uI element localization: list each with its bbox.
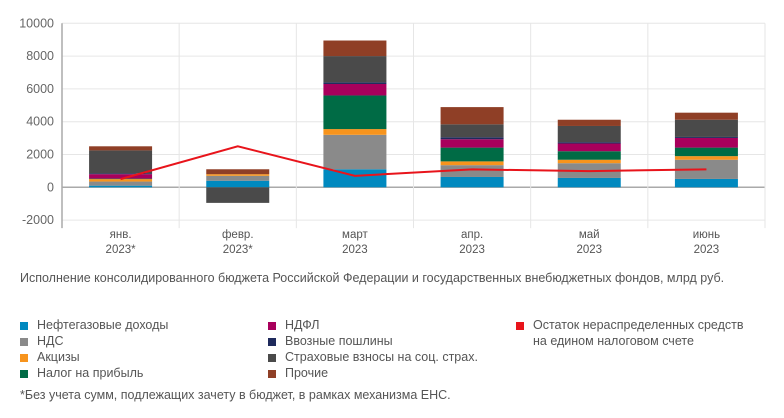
bar-segment xyxy=(323,56,387,83)
x-tick-label: 2023 xyxy=(576,244,602,256)
bar-segment xyxy=(206,187,270,203)
legend-swatch xyxy=(268,354,276,362)
x-tick-label: июнь xyxy=(693,229,720,241)
bar-segment xyxy=(557,159,621,164)
y-tick-label: -2000 xyxy=(22,213,54,227)
bar-segment xyxy=(89,179,153,182)
x-tick-label: март xyxy=(342,229,368,241)
y-tick-label: 10000 xyxy=(19,16,54,30)
bar-segment xyxy=(206,174,270,176)
bar-segment xyxy=(89,146,153,151)
bar-segment xyxy=(674,178,738,188)
legend-label: НДФЛ xyxy=(285,318,320,332)
x-tick-label: 2023* xyxy=(223,244,254,256)
bar-segment xyxy=(674,112,738,120)
bar-segment xyxy=(440,137,504,140)
bar-segment xyxy=(206,180,270,188)
y-tick-label: 4000 xyxy=(26,115,54,129)
bar-segment xyxy=(323,169,387,188)
y-tick-label: 6000 xyxy=(26,82,54,96)
line-series xyxy=(120,145,707,181)
x-tick-label: февр. xyxy=(222,229,254,241)
bar-segment xyxy=(440,124,504,138)
legend-swatch xyxy=(20,338,28,346)
legend-item: Страховые взносы на соц. страх. xyxy=(268,350,478,366)
bar-segment xyxy=(323,83,387,96)
bar-segment xyxy=(674,136,738,138)
bar-segment xyxy=(89,173,153,175)
legend-label: Страховые взносы на соц. страх. xyxy=(285,350,478,364)
bar-segment xyxy=(440,165,504,177)
bar-segment xyxy=(557,125,621,143)
x-tick-label: 2023 xyxy=(459,244,485,256)
bar-segment xyxy=(206,169,270,175)
y-tick-label: 2000 xyxy=(26,148,54,162)
bar-segment xyxy=(557,143,621,152)
x-tick-label: апр. xyxy=(461,229,483,241)
legend-item: Ввозные пошлины xyxy=(268,334,478,350)
legend-col-1: Нефтегазовые доходы НДС Акцизы Налог на … xyxy=(20,318,168,382)
bar-segment xyxy=(440,147,504,162)
footnote: *Без учета сумм, подлежащих зачету в бюд… xyxy=(20,388,451,402)
x-tick-label: май xyxy=(579,229,600,241)
bar-segment xyxy=(674,137,738,148)
y-tick-label: 8000 xyxy=(26,49,54,63)
legend-item: Прочие xyxy=(268,366,478,382)
bar-segment xyxy=(674,147,738,157)
bar-segment xyxy=(440,107,504,125)
legend-col-2: НДФЛ Ввозные пошлины Страховые взносы на… xyxy=(268,318,478,382)
legend-label: Ввозные пошлины xyxy=(285,334,393,348)
chart-title: Исполнение консолидированного бюджета Ро… xyxy=(20,271,725,285)
bar-segment xyxy=(89,174,153,179)
legend-item-cont: на едином налоговом счете xyxy=(516,334,744,350)
x-tick-label: 2023 xyxy=(342,244,368,256)
legend-swatch xyxy=(516,322,524,330)
bar-segment xyxy=(557,151,621,160)
legend-swatch xyxy=(20,354,28,362)
legend-swatch xyxy=(268,322,276,330)
legend-swatch xyxy=(268,370,276,378)
legend-item: Нефтегазовые доходы xyxy=(20,318,168,334)
bar-segment xyxy=(89,181,153,186)
bar-segment xyxy=(323,40,387,57)
bar-segment xyxy=(440,176,504,188)
legend-label: Остаток нераспределенных средств xyxy=(533,318,744,332)
legend-swatch xyxy=(268,338,276,346)
chart: -2000 0 2000 4000 6000 8000 10000 янв. 2023* февр… xyxy=(19,16,766,256)
legend-label: Налог на прибыль xyxy=(37,366,144,380)
bar-segment xyxy=(323,134,387,170)
bar-segment xyxy=(674,156,738,160)
x-tick-label: янв. xyxy=(110,229,132,241)
bar-segment xyxy=(323,129,387,135)
bar-segment xyxy=(323,82,387,84)
bar-segment xyxy=(440,161,504,166)
bar-segment xyxy=(557,177,621,188)
legend-label: Нефтегазовые доходы xyxy=(37,318,169,332)
legend-label: на едином налоговом счете xyxy=(533,334,694,348)
legend-item: НДС xyxy=(20,334,168,350)
legend-item: Налог на прибыль xyxy=(20,366,168,382)
bar-segment xyxy=(440,139,504,148)
legend-item: Акцизы xyxy=(20,350,168,366)
bar-segment xyxy=(206,175,270,181)
legend-item: НДФЛ xyxy=(268,318,478,334)
bar-segment xyxy=(323,95,387,130)
legend-col-3: Остаток нераспределенных средств на един… xyxy=(516,318,744,350)
legend-swatch xyxy=(20,370,28,378)
legend-item: Остаток нераспределенных средств xyxy=(516,318,744,334)
legend-label: Акцизы xyxy=(37,350,80,364)
bar-segment xyxy=(557,119,621,126)
x-tick-label: 2023 xyxy=(694,244,720,256)
legend-swatch xyxy=(20,322,28,330)
y-tick-label: 0 xyxy=(47,180,54,194)
x-tick-label: 2023* xyxy=(106,244,137,256)
bar-segment xyxy=(89,150,153,174)
legend-label: Прочие xyxy=(285,366,329,380)
bar-segment xyxy=(89,185,153,188)
bar-segment xyxy=(557,142,621,144)
bar-segment xyxy=(674,119,738,137)
legend-label: НДС xyxy=(37,334,64,348)
